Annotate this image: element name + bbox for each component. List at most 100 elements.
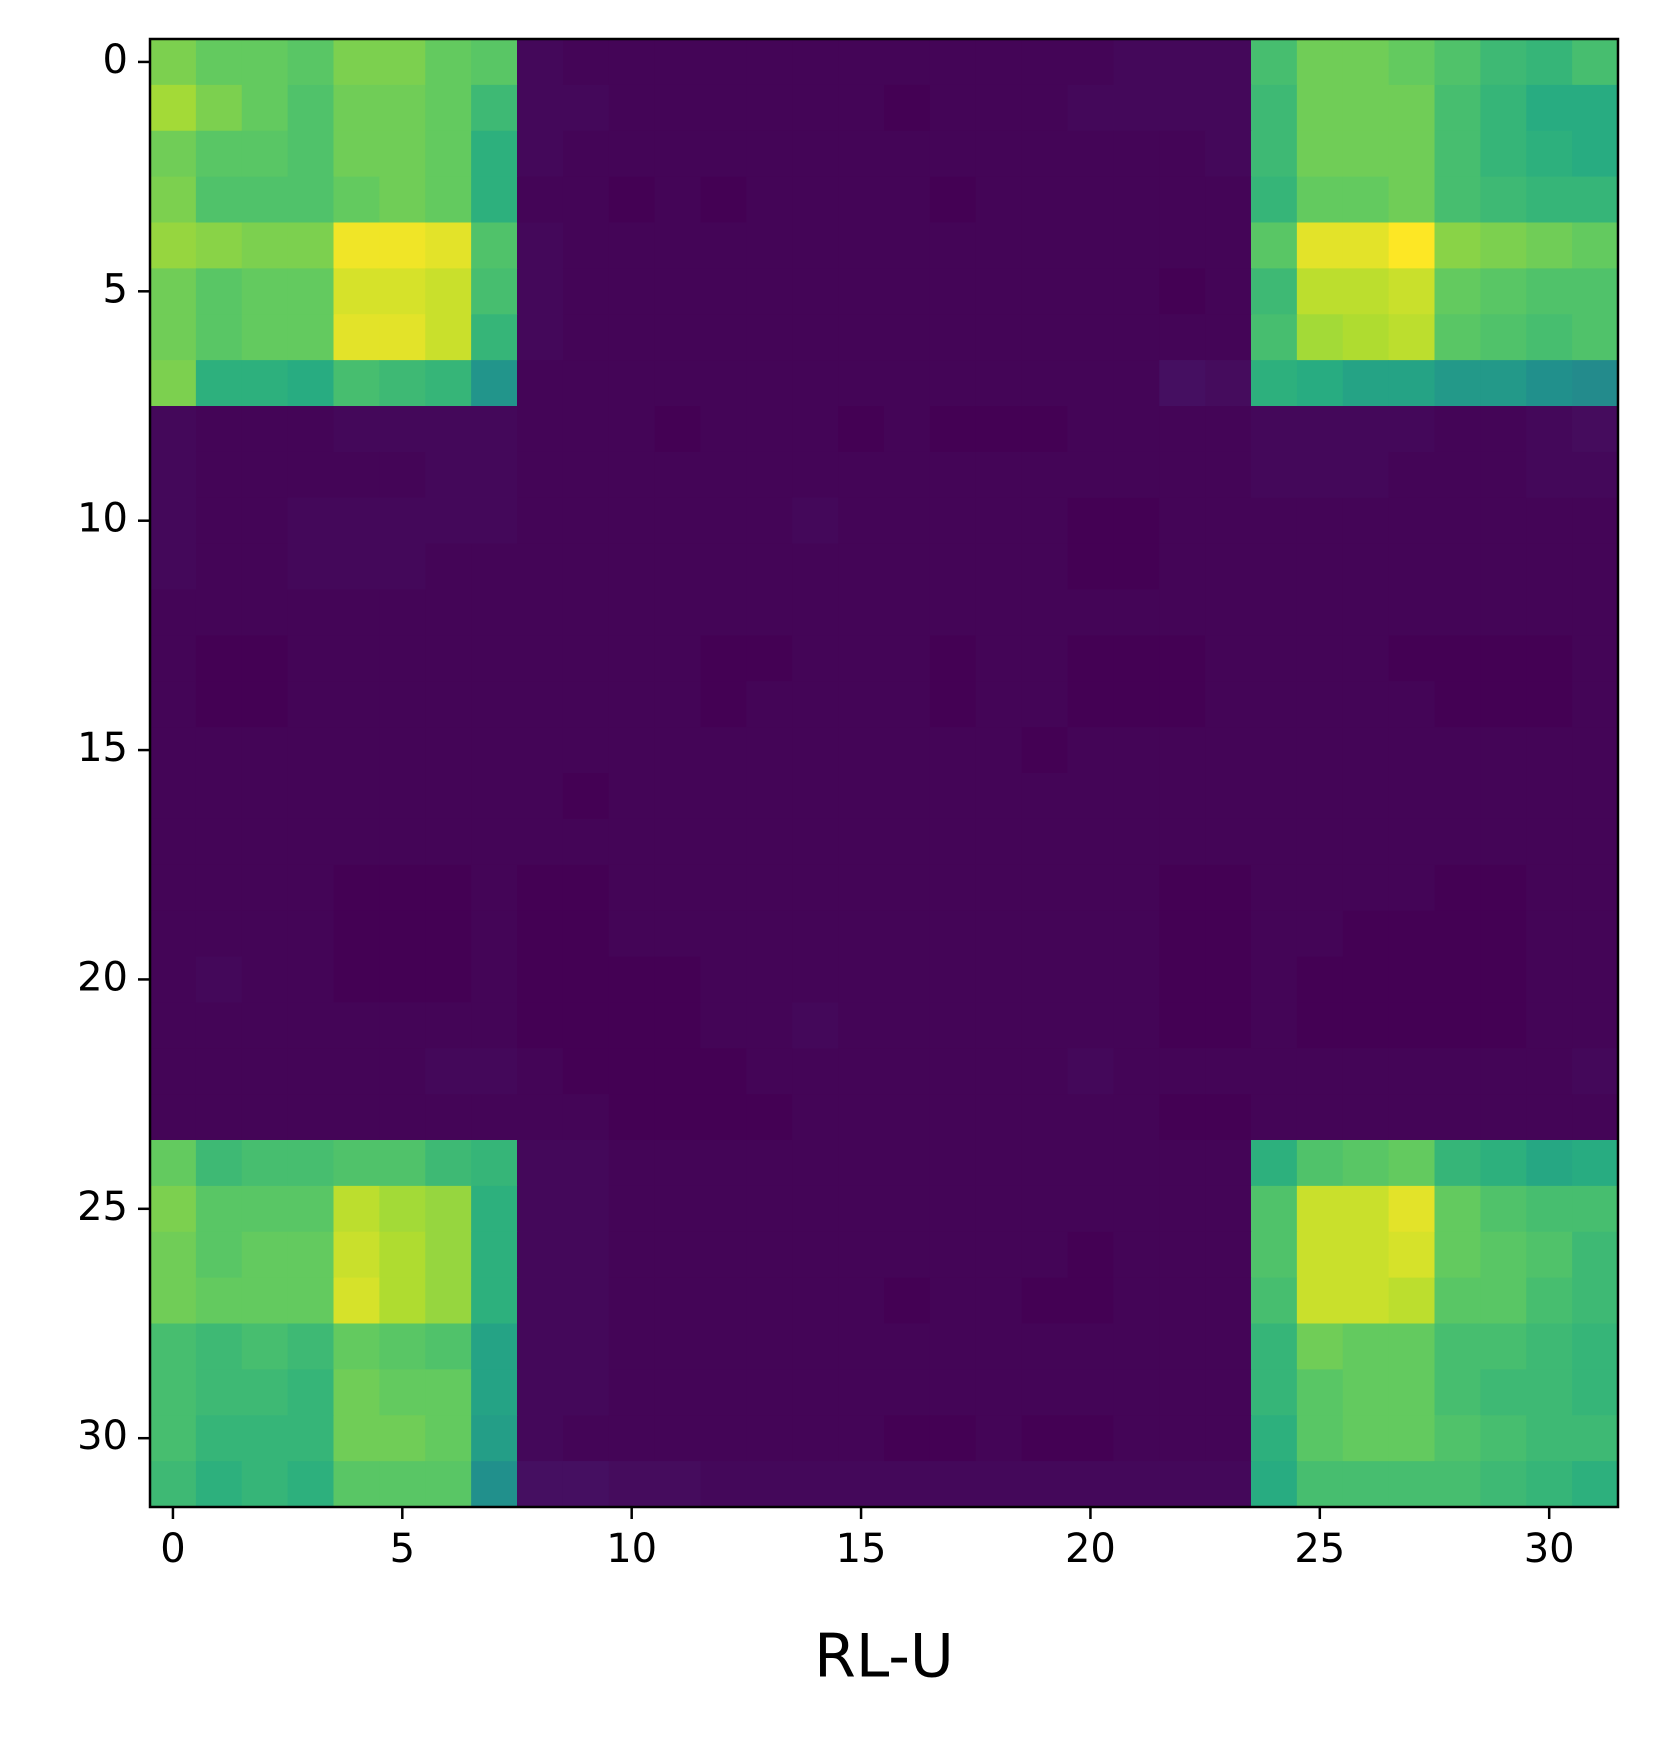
heatmap-cell xyxy=(884,543,931,590)
heatmap-cell xyxy=(746,1323,793,1370)
heatmap-cell xyxy=(884,1415,931,1462)
heatmap-cell xyxy=(746,773,793,820)
heatmap-cell xyxy=(1251,1323,1298,1370)
heatmap-cell xyxy=(1021,176,1068,223)
heatmap-cell xyxy=(884,1277,931,1324)
heatmap-cell xyxy=(700,176,747,223)
heatmap-cell xyxy=(1205,451,1252,499)
heatmap-cell xyxy=(792,1140,839,1187)
heatmap-cell xyxy=(379,451,426,499)
heatmap-cell xyxy=(929,1415,977,1462)
heatmap-cell xyxy=(1251,773,1298,820)
heatmap-cell xyxy=(1388,176,1435,223)
heatmap-cell xyxy=(1388,1094,1435,1141)
heatmap-cell xyxy=(746,589,793,636)
heatmap-cell xyxy=(517,589,564,636)
heatmap-cell xyxy=(1480,497,1527,545)
heatmap-cell xyxy=(562,727,610,774)
heatmap-cell xyxy=(471,864,518,912)
heatmap-cell xyxy=(1526,406,1573,453)
heatmap-cell xyxy=(975,1231,1023,1279)
heatmap-cell xyxy=(425,130,472,178)
heatmap-cell xyxy=(1205,1461,1252,1508)
heatmap-cell xyxy=(333,681,380,728)
heatmap-cell xyxy=(700,543,747,590)
heatmap-cell xyxy=(1572,818,1619,866)
heatmap-cell xyxy=(150,39,197,86)
heatmap-cell xyxy=(1296,543,1344,590)
heatmap-cell xyxy=(1021,268,1068,315)
heatmap-cell xyxy=(1205,314,1252,361)
heatmap-cell xyxy=(287,727,334,774)
heatmap-cell xyxy=(1159,222,1206,269)
heatmap-cell xyxy=(562,1140,610,1187)
heatmap-cell xyxy=(838,130,885,178)
heatmap-cell xyxy=(1159,1048,1206,1095)
heatmap-cell xyxy=(241,1415,289,1462)
heatmap-cell xyxy=(746,176,793,223)
heatmap-cell xyxy=(792,1002,839,1049)
heatmap-cell xyxy=(241,727,289,774)
heatmap-cell xyxy=(379,773,426,820)
heatmap-cell xyxy=(1572,1002,1619,1049)
heatmap-cell xyxy=(425,268,472,315)
heatmap-cell xyxy=(1067,1231,1114,1279)
heatmap-cell xyxy=(654,1002,701,1049)
heatmap-cell xyxy=(1205,84,1252,132)
x-tick-label: 30 xyxy=(1524,1526,1575,1572)
heatmap-cell xyxy=(333,1231,380,1279)
heatmap-cell xyxy=(838,314,885,361)
heatmap-cell xyxy=(517,818,564,866)
y-tick-label: 15 xyxy=(77,725,128,771)
heatmap-cell xyxy=(608,451,656,499)
heatmap-cell xyxy=(746,451,793,499)
heatmap-cell xyxy=(241,222,289,269)
heatmap-cell xyxy=(608,130,656,178)
heatmap-cell xyxy=(1480,451,1527,499)
heatmap-cell xyxy=(1296,222,1344,269)
heatmap-cell xyxy=(517,1002,564,1049)
heatmap-cell xyxy=(608,1231,656,1279)
heatmap-cell xyxy=(333,176,380,223)
heatmap-cell xyxy=(1113,956,1160,1003)
heatmap-cell xyxy=(1296,1323,1344,1370)
heatmap-cell xyxy=(425,1094,472,1141)
heatmap-cell xyxy=(654,1415,701,1462)
heatmap-cell xyxy=(150,176,197,223)
heatmap-cell xyxy=(1526,1323,1573,1370)
heatmap-cell xyxy=(1159,864,1206,912)
heatmap-cell xyxy=(884,360,931,407)
heatmap-cell xyxy=(654,497,701,545)
heatmap-cell xyxy=(1434,1094,1481,1141)
heatmap-cell xyxy=(425,727,472,774)
heatmap-cell xyxy=(1205,864,1252,912)
y-tick-label: 5 xyxy=(103,266,128,312)
heatmap-cell xyxy=(884,39,931,86)
heatmap-cell xyxy=(1021,727,1068,774)
heatmap-cell xyxy=(929,956,977,1003)
heatmap-cell xyxy=(1296,818,1344,866)
heatmap-cell xyxy=(975,956,1023,1003)
heatmap-cell xyxy=(1296,910,1344,957)
heatmap-cell xyxy=(1572,1461,1619,1508)
heatmap-cell xyxy=(1021,1048,1068,1095)
heatmap-cell xyxy=(1067,543,1114,590)
heatmap-cell xyxy=(1021,1369,1068,1416)
heatmap-cell xyxy=(425,864,472,912)
heatmap-cell xyxy=(471,543,518,590)
heatmap-cell xyxy=(1434,1231,1481,1279)
heatmap-cell xyxy=(1067,497,1114,545)
heatmap-cell xyxy=(425,910,472,957)
heatmap-cell xyxy=(929,176,977,223)
x-tick-label: 10 xyxy=(606,1526,657,1572)
heatmap-cell xyxy=(792,1185,839,1233)
heatmap-cell xyxy=(1480,681,1527,728)
heatmap-cell xyxy=(471,406,518,453)
heatmap-cell xyxy=(654,864,701,912)
heatmap-cell xyxy=(150,1369,197,1416)
heatmap-cell xyxy=(1296,176,1344,223)
heatmap-cell xyxy=(1205,1415,1252,1462)
heatmap-cell xyxy=(884,176,931,223)
heatmap-cell xyxy=(562,956,610,1003)
heatmap-cell xyxy=(150,864,197,912)
